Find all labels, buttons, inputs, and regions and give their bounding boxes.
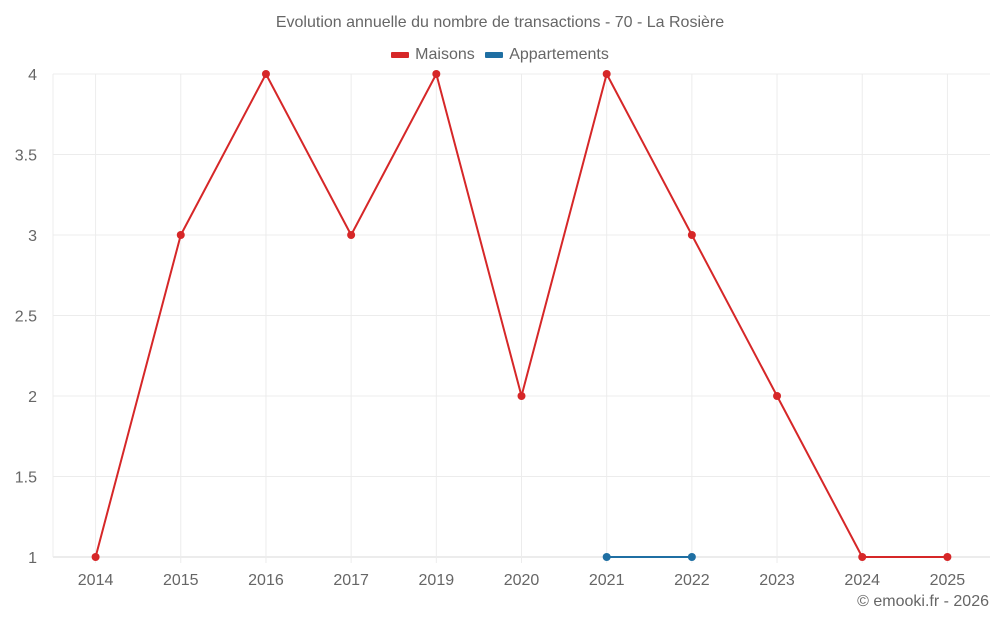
data-point-marker[interactable] (687, 553, 696, 561)
y-tick-label: 3.5 (15, 148, 37, 165)
grid-lines (52, 73, 990, 563)
series-appartements (602, 553, 696, 561)
legend-swatch-maisons-icon (391, 52, 410, 58)
data-point-marker[interactable] (261, 70, 270, 78)
series-lines (91, 70, 952, 561)
x-tick-label: 2024 (844, 572, 880, 589)
legend-label-appartements: Appartements (509, 46, 609, 63)
x-tick-label: 2020 (504, 572, 540, 589)
data-point-marker[interactable] (687, 231, 696, 239)
data-point-marker[interactable] (517, 392, 526, 400)
data-point-marker[interactable] (602, 553, 611, 561)
data-point-marker[interactable] (943, 553, 952, 561)
y-tick-label: 2.5 (15, 309, 37, 326)
data-point-marker[interactable] (858, 553, 867, 561)
credit-text: © emooki.fr - 2026 (857, 593, 989, 610)
data-point-marker[interactable] (91, 553, 100, 561)
x-tick-label: 2015 (163, 572, 199, 589)
x-tick-label: 2025 (930, 572, 966, 589)
legend-label-maisons: Maisons (415, 46, 475, 63)
y-tick-label: 1.5 (15, 470, 37, 487)
y-axis: 1 1.5 2 2.5 3 3.5 4 (15, 67, 37, 567)
data-point-marker[interactable] (347, 231, 356, 239)
data-point-marker[interactable] (602, 70, 611, 78)
x-axis: 2014 2015 2016 2017 2019 2020 2021 2022 2023 2024… (78, 572, 966, 589)
legend-item-appartements[interactable]: Appartements (485, 46, 609, 64)
chart-legend: Maisons Appartements (0, 45, 1000, 64)
x-tick-label: 2022 (674, 572, 710, 589)
x-tick-label: 2017 (333, 572, 369, 589)
data-point-marker[interactable] (176, 231, 185, 239)
x-tick-label: 2014 (78, 572, 114, 589)
legend-item-maisons[interactable]: Maisons (391, 46, 475, 64)
x-tick-label: 2021 (589, 572, 625, 589)
x-tick-label: 2019 (419, 572, 455, 589)
y-tick-label: 3 (28, 228, 37, 245)
y-tick-label: 4 (28, 67, 37, 84)
legend-swatch-appartements-icon (485, 52, 504, 58)
data-point-marker[interactable] (773, 392, 782, 400)
y-tick-label: 1 (28, 550, 37, 567)
data-point-marker[interactable] (432, 70, 441, 78)
x-tick-label: 2016 (248, 572, 284, 589)
x-tick-label: 2023 (759, 572, 795, 589)
series-maisons (91, 70, 952, 561)
y-tick-label: 2 (28, 389, 37, 406)
chart-title: Evolution annuelle du nombre de transact… (275, 14, 725, 31)
